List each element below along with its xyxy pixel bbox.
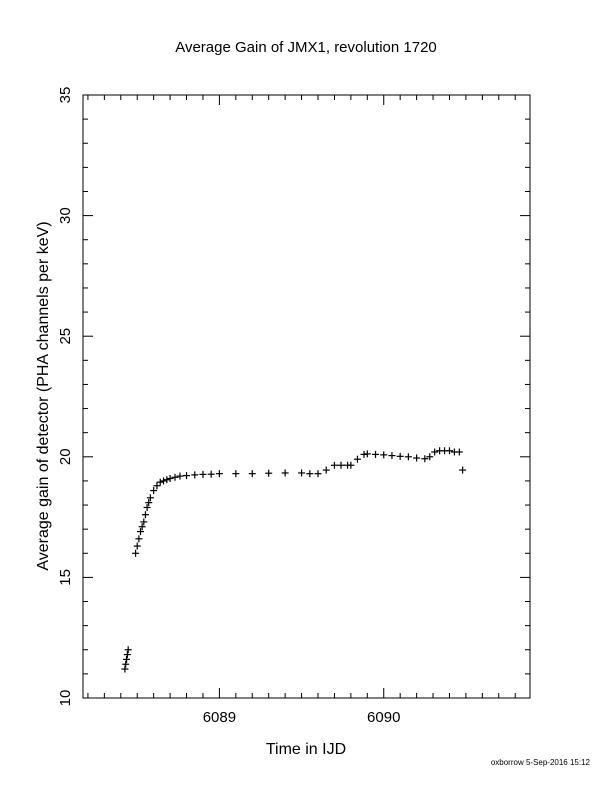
chart-title: Average Gain of JMX1, revolution 1720 — [175, 39, 437, 56]
data-point — [421, 455, 429, 463]
y-tick-label: 30 — [57, 207, 74, 224]
data-point — [337, 461, 345, 469]
data-point — [248, 470, 256, 478]
data-point — [153, 482, 161, 490]
data-point — [121, 665, 129, 673]
data-point — [426, 453, 434, 461]
data-point — [156, 478, 164, 486]
data-point — [314, 470, 322, 478]
data-point — [413, 454, 421, 462]
data-point — [380, 451, 388, 459]
data-point — [146, 494, 154, 502]
data-point — [166, 475, 174, 483]
data-point — [163, 476, 171, 484]
data-point — [160, 477, 168, 485]
x-axis-label: Time in IJD — [266, 741, 346, 758]
y-axis-label: Average gain of detector (PHA channels p… — [35, 221, 52, 570]
data-point — [347, 461, 355, 469]
data-point — [145, 499, 153, 507]
data-point — [215, 470, 223, 478]
data-point — [138, 523, 146, 531]
tick-labels: 10 15 20 25 30 35 6089 6090 — [57, 87, 400, 726]
data-point — [363, 450, 371, 458]
data-points — [121, 447, 467, 673]
data-point — [431, 448, 439, 456]
data-point — [445, 447, 453, 455]
data-point — [372, 450, 380, 458]
data-point — [353, 455, 361, 463]
data-point — [171, 473, 179, 481]
data-point — [143, 503, 151, 511]
data-point — [183, 472, 191, 480]
data-point — [396, 452, 404, 460]
data-point — [123, 655, 131, 663]
data-point — [122, 660, 130, 668]
plot-frame — [82, 94, 531, 699]
y-tick-label: 20 — [57, 448, 74, 465]
data-point — [388, 452, 396, 460]
timestamp-footer: oxborrow 5-Sep-2016 15:12 — [490, 758, 590, 767]
y-tick-label: 35 — [57, 87, 74, 104]
data-point — [176, 472, 184, 480]
data-point — [135, 535, 143, 543]
data-point — [298, 469, 306, 477]
x-tick-label: 6090 — [367, 709, 400, 726]
data-point — [404, 453, 412, 461]
y-tick-label: 15 — [57, 569, 74, 586]
data-point — [137, 528, 145, 536]
y-tick-label: 10 — [57, 690, 74, 707]
data-point — [330, 461, 338, 469]
data-point — [199, 470, 207, 478]
data-point — [281, 469, 289, 477]
y-tick-label: 25 — [57, 328, 74, 345]
data-point — [306, 470, 314, 478]
data-point — [123, 651, 131, 659]
data-point — [133, 542, 141, 550]
data-point — [265, 469, 273, 477]
x-tick-label: 6089 — [203, 709, 236, 726]
data-point — [132, 549, 140, 557]
data-point — [124, 646, 132, 654]
data-point — [459, 466, 467, 474]
data-point — [140, 518, 148, 526]
data-point — [455, 448, 463, 456]
data-point — [191, 471, 199, 479]
data-point — [322, 466, 330, 474]
data-point — [141, 511, 149, 519]
data-point — [150, 487, 158, 495]
data-point — [232, 470, 240, 478]
data-point — [207, 470, 215, 478]
axis-ticks — [83, 94, 530, 699]
